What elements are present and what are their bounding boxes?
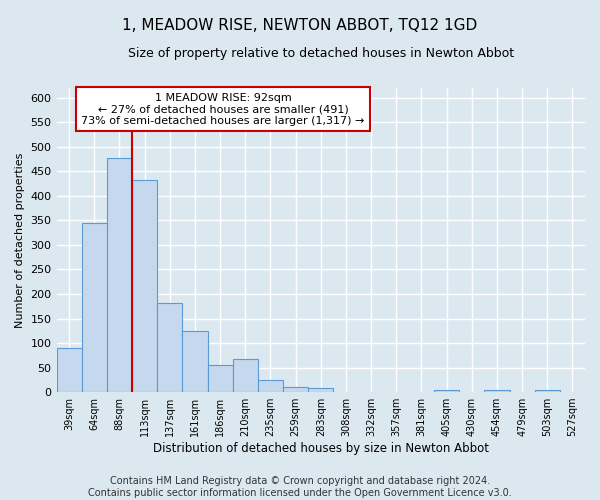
Bar [283, 386, 308, 392]
Bar [484, 390, 509, 392]
Bar [535, 390, 560, 392]
Bar [157, 304, 182, 392]
Bar [107, 158, 132, 392]
Bar [82, 223, 107, 392]
Y-axis label: Number of detached properties: Number of detached properties [15, 152, 25, 328]
Bar [434, 390, 459, 392]
Bar [258, 380, 283, 392]
Text: 1 MEADOW RISE: 92sqm
← 27% of detached houses are smaller (491)
73% of semi-deta: 1 MEADOW RISE: 92sqm ← 27% of detached h… [82, 92, 365, 126]
Bar [308, 388, 334, 392]
X-axis label: Distribution of detached houses by size in Newton Abbot: Distribution of detached houses by size … [153, 442, 489, 455]
Bar [56, 348, 82, 392]
Text: Contains HM Land Registry data © Crown copyright and database right 2024.
Contai: Contains HM Land Registry data © Crown c… [88, 476, 512, 498]
Text: 1, MEADOW RISE, NEWTON ABBOT, TQ12 1GD: 1, MEADOW RISE, NEWTON ABBOT, TQ12 1GD [122, 18, 478, 32]
Bar [208, 365, 233, 392]
Bar [182, 331, 208, 392]
Title: Size of property relative to detached houses in Newton Abbot: Size of property relative to detached ho… [128, 48, 514, 60]
Bar [132, 180, 157, 392]
Bar [233, 359, 258, 392]
